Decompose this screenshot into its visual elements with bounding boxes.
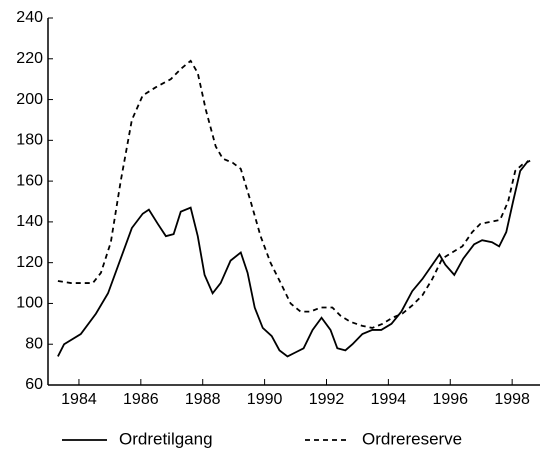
y-tick-label: 200: [16, 91, 43, 108]
x-tick-label: 1998: [494, 391, 530, 408]
y-tick-label: 180: [16, 132, 43, 149]
y-tick-label: 120: [16, 254, 43, 271]
legend-label: Ordretilgang: [119, 429, 213, 448]
y-tick-label: 100: [16, 295, 43, 312]
x-tick-label: 1996: [432, 391, 468, 408]
y-tick-label: 140: [16, 213, 43, 230]
x-tick-label: 1986: [123, 391, 159, 408]
y-tick-label: 160: [16, 172, 43, 189]
y-tick-label: 240: [16, 9, 43, 26]
x-tick-label: 1994: [371, 391, 407, 408]
y-tick-label: 220: [16, 50, 43, 67]
line-series: [57, 160, 529, 358]
x-tick-label: 1992: [309, 391, 345, 408]
line-series: [57, 59, 531, 329]
x-tick-label: 1984: [61, 391, 97, 408]
y-tick-label: 60: [25, 376, 43, 393]
legend-label: Ordrereserve: [362, 429, 462, 448]
y-tick-label: 80: [25, 335, 43, 352]
x-tick-label: 1990: [247, 391, 283, 408]
x-tick-label: 1988: [185, 391, 221, 408]
